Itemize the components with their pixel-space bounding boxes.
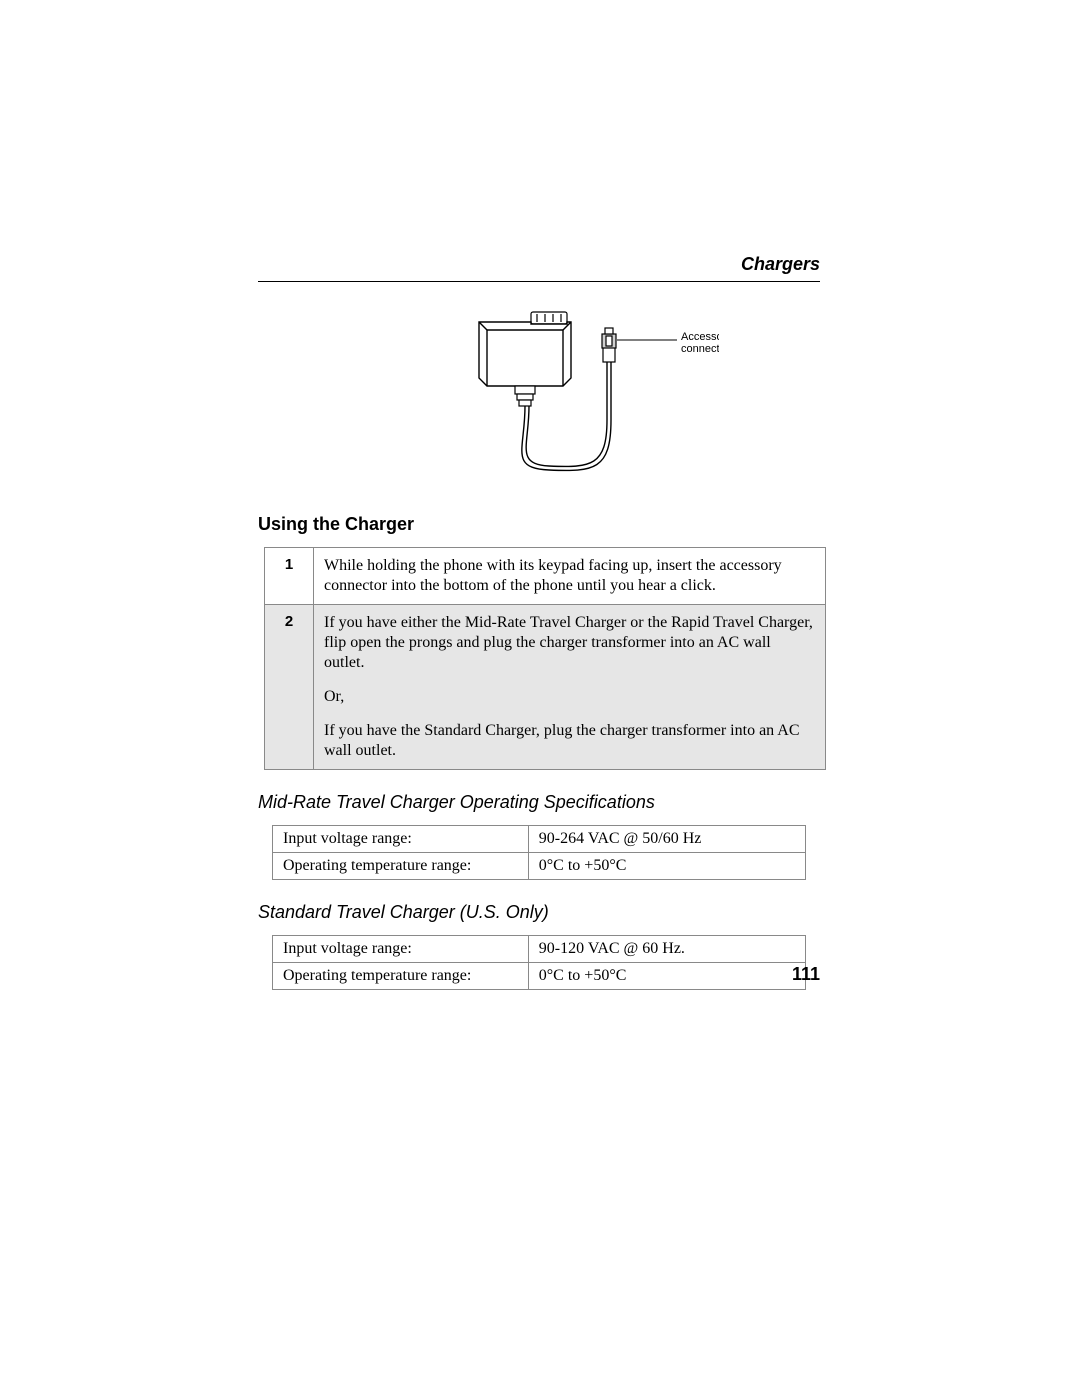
charger-figure: Accessory connector <box>258 300 820 490</box>
charger-illustration: Accessory connector <box>359 300 719 490</box>
spec-row: Input voltage range:90-264 VAC @ 50/60 H… <box>273 826 806 853</box>
step-row: 1While holding the phone with its keypad… <box>265 548 826 605</box>
header-section-title: Chargers <box>258 254 820 275</box>
page: Chargers <box>0 0 1080 1397</box>
spec-table: Input voltage range:90-120 VAC @ 60 Hz.O… <box>272 935 806 990</box>
spec-row: Input voltage range:90-120 VAC @ 60 Hz. <box>273 936 806 963</box>
using-the-charger-heading: Using the Charger <box>258 514 820 535</box>
spec-value: 90-120 VAC @ 60 Hz. <box>528 936 805 963</box>
header-rule <box>258 281 820 282</box>
step-paragraph: While holding the phone with its keypad … <box>324 556 815 596</box>
spec-label: Operating temperature range: <box>273 963 529 990</box>
spec-label: Operating temperature range: <box>273 853 529 880</box>
callout-line-1: Accessory <box>681 331 719 343</box>
step-row: 2If you have either the Mid-Rate Travel … <box>265 605 826 770</box>
step-text: If you have either the Mid-Rate Travel C… <box>314 605 826 770</box>
spec-row: Operating temperature range:0°C to +50°C <box>273 963 806 990</box>
steps-table: 1While holding the phone with its keypad… <box>264 547 826 770</box>
step-paragraph: Or, <box>324 687 815 707</box>
spec-value: 0°C to +50°C <box>528 853 805 880</box>
step-number: 1 <box>265 548 314 605</box>
step-text: While holding the phone with its keypad … <box>314 548 826 605</box>
spec-value: 90-264 VAC @ 50/60 Hz <box>528 826 805 853</box>
spec-row: Operating temperature range:0°C to +50°C <box>273 853 806 880</box>
step-paragraph: If you have the Standard Charger, plug t… <box>324 721 815 761</box>
callout-line-2: connector <box>681 343 719 355</box>
spec-value: 0°C to +50°C <box>528 963 805 990</box>
step-number: 2 <box>265 605 314 770</box>
spec-table: Input voltage range:90-264 VAC @ 50/60 H… <box>272 825 806 880</box>
spec-label: Input voltage range: <box>273 826 529 853</box>
spec-heading: Mid-Rate Travel Charger Operating Specif… <box>258 792 820 813</box>
page-number: 111 <box>792 964 820 985</box>
spec-heading: Standard Travel Charger (U.S. Only) <box>258 902 820 923</box>
spec-label: Input voltage range: <box>273 936 529 963</box>
step-paragraph: If you have either the Mid-Rate Travel C… <box>324 613 815 673</box>
